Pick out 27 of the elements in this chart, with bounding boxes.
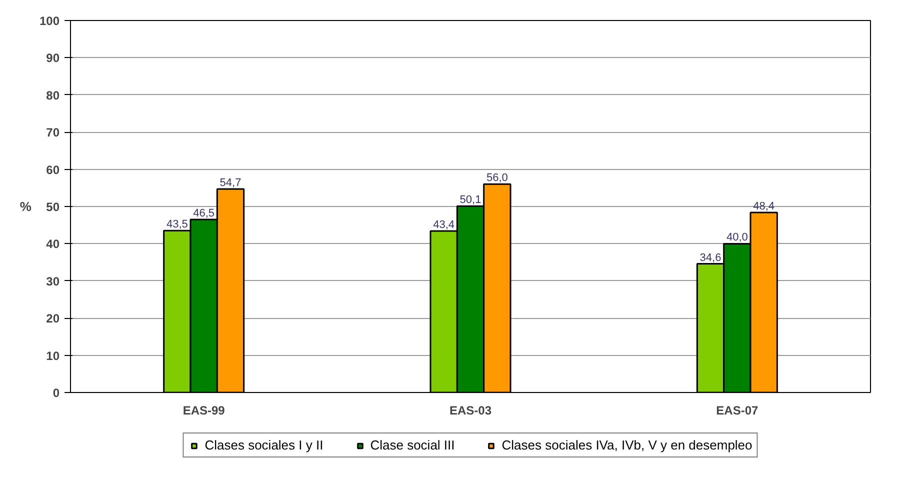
y-tick-label: 90	[46, 51, 60, 66]
y-tick-label: 20	[46, 312, 60, 326]
x-tick-label: EAS-99	[182, 404, 226, 418]
legend-label: Clases sociales I y II	[204, 438, 324, 452]
y-tick-label: 100	[39, 14, 60, 28]
y-tick-label: 10	[46, 348, 60, 363]
x-tick-label: EAS-03	[449, 404, 492, 418]
data-label: 50,1	[460, 194, 482, 206]
data-label: 48,4	[753, 200, 775, 212]
y-tick-label: 0	[52, 386, 60, 400]
y-tick-label: 30	[46, 274, 60, 288]
legend-label: Clases sociales IVa, IVb, V y en desempleo	[502, 438, 752, 452]
data-label: 56,0	[486, 172, 508, 184]
data-label: 46,5	[193, 208, 215, 220]
y-tick-label: 50	[46, 200, 60, 214]
x-tick-label: EAS-07	[716, 404, 758, 418]
data-label: 43,5	[166, 218, 188, 231]
y-axis-title: %	[20, 199, 32, 214]
legend-label: Clase social III	[370, 438, 455, 452]
y-tick-label: 60	[46, 162, 60, 177]
y-tick-label: 70	[46, 126, 60, 140]
y-tick-label: 40	[46, 237, 60, 252]
data-label: 54,7	[220, 177, 242, 190]
data-label: 34,6	[700, 252, 722, 264]
data-label: 43,4	[433, 219, 455, 232]
data-label: 40,0	[726, 232, 748, 244]
y-tick-label: 80	[46, 88, 60, 102]
